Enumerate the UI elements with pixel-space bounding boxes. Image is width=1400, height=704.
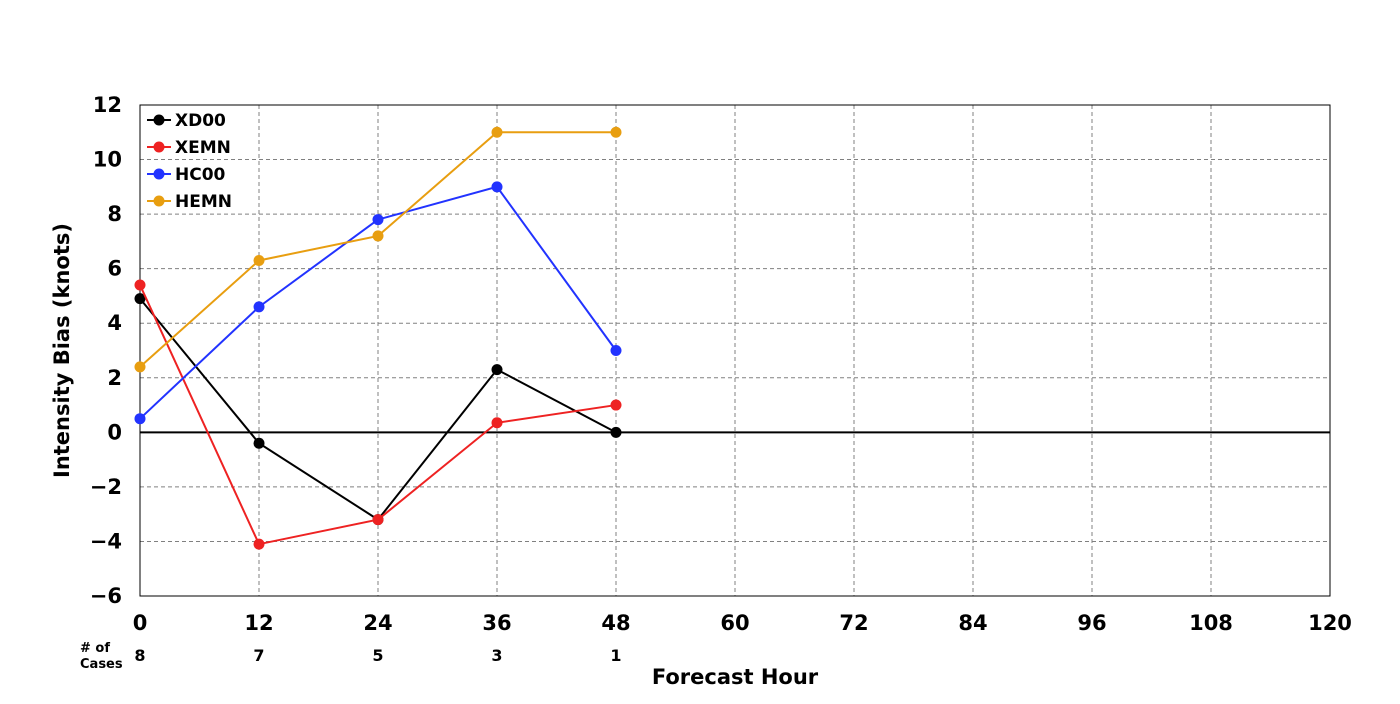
legend-item-hemn: HEMN [147, 192, 232, 212]
data-point-hemn [610, 126, 622, 138]
data-point-xd00 [610, 426, 622, 438]
legend-item-xd00: XD00 [147, 111, 226, 131]
x-tick-label: 120 [1308, 611, 1352, 635]
y-tick-label: 4 [107, 311, 122, 335]
x-tick-label: 12 [244, 611, 273, 635]
y-tick-label: 0 [107, 420, 122, 444]
legend-item-xemn: XEMN [147, 138, 231, 158]
data-point-xemn [134, 279, 146, 291]
data-point-hc00 [491, 181, 503, 193]
x-tick-label: 0 [133, 611, 148, 635]
series-hc00 [134, 181, 622, 425]
y-tick-labels: −6 −4 −2 0 2 4 6 8 10 12 [90, 93, 122, 608]
x-tick-label: 36 [482, 611, 511, 635]
legend-marker-hemn [153, 195, 165, 207]
data-point-hc00 [372, 214, 384, 226]
cases-value: 5 [372, 646, 383, 665]
data-point-xd00 [253, 437, 265, 449]
legend-label-hc00: HC00 [175, 165, 226, 185]
y-tick-label: 2 [107, 366, 122, 390]
x-tick-label: 60 [720, 611, 749, 635]
data-point-hemn [372, 230, 384, 242]
legend-marker-xd00 [153, 114, 165, 126]
y-tick-label: 12 [93, 93, 122, 117]
data-point-hemn [253, 254, 265, 266]
cases-value: 1 [610, 646, 621, 665]
data-point-hc00 [253, 301, 265, 313]
data-point-xemn [372, 514, 384, 526]
series-xemn [134, 279, 622, 550]
data-point-hemn [491, 126, 503, 138]
legend-item-hc00: HC00 [147, 165, 226, 185]
data-point-xemn [491, 417, 503, 429]
cases-value: 8 [134, 646, 145, 665]
legend-marker-xemn [153, 141, 165, 153]
y-tick-label: −2 [90, 475, 122, 499]
legend-marker-hc00 [153, 168, 165, 180]
data-point-xd00 [491, 364, 503, 376]
data-point-xemn [610, 399, 622, 411]
x-tick-label: 48 [601, 611, 630, 635]
plot-frame [139, 104, 1331, 597]
data-point-hc00 [134, 413, 146, 425]
x-tick-label: 96 [1077, 611, 1106, 635]
cases-value: 3 [491, 646, 502, 665]
legend: XD00 XEMN HC00 HEMN [147, 111, 232, 212]
cases-label-line2: Cases [80, 657, 123, 672]
legend-label-hemn: HEMN [175, 192, 232, 212]
cases-values: 8 7 5 3 1 [134, 646, 621, 665]
y-tick-label: 10 [93, 148, 122, 172]
legend-label-xd00: XD00 [175, 111, 226, 131]
series-layer [134, 126, 622, 550]
data-point-xd00 [134, 293, 146, 305]
y-tick-label: −6 [90, 584, 122, 608]
cases-value: 7 [253, 646, 264, 665]
x-tick-label: 108 [1189, 611, 1233, 635]
data-point-xemn [253, 538, 265, 550]
data-point-hc00 [610, 345, 622, 356]
x-tick-labels: 0 12 24 36 48 60 72 84 96 108 120 [133, 611, 1352, 635]
grid-layer [140, 105, 1330, 596]
x-tick-label: 84 [958, 611, 987, 635]
y-tick-label: 6 [107, 257, 122, 281]
y-tick-label: −4 [90, 529, 122, 553]
series-hemn [134, 126, 622, 373]
y-tick-label: 8 [107, 202, 122, 226]
x-axis-title: Forecast Hour [652, 665, 819, 689]
cases-label-line1: # of [80, 641, 110, 656]
x-tick-label: 72 [839, 611, 868, 635]
x-tick-label: 24 [363, 611, 392, 635]
data-point-hemn [134, 361, 146, 373]
y-axis-title: Intensity Bias (knots) [50, 223, 74, 478]
legend-label-xemn: XEMN [175, 138, 231, 158]
